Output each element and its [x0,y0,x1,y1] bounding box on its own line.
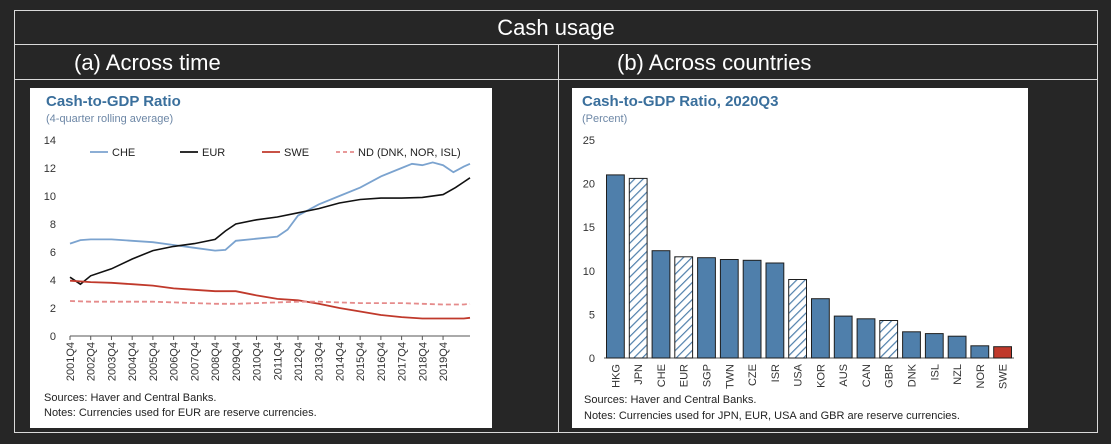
line-x-tick-label: 2002Q4 [86,342,98,381]
bar-gbr [879,320,899,359]
bar-category-label: CAN [861,364,873,387]
bar-nzl [947,335,967,359]
bar-category-label: TWN [724,364,736,389]
bar-chart-subtitle: (Percent) [582,113,627,125]
bar-category-label: NOR [975,364,987,389]
bar-che [651,250,671,359]
series-line-eur [69,177,471,286]
bar-y-tick-label: 25 [583,135,595,147]
line-x-tick-label: 2012Q4 [293,342,305,381]
bar-category-label: SGP [702,364,714,387]
series-line-nd [69,300,471,306]
line-x-tick-label: 2004Q4 [127,342,139,381]
bar-category-label: HKG [610,364,622,388]
bar-category-label: ISL [929,364,941,381]
bar-category-label: AUS [838,364,850,387]
outer-frame [14,10,1098,433]
bar-usa [788,279,807,359]
bar-chart-sources: Sources: Haver and Central Banks. [584,394,756,406]
bar-jpn [628,177,648,359]
line-x-tick-label: 2001Q4 [65,342,77,381]
bar-category-label: EUR [679,364,691,387]
line-chart-panel: Cash-to-GDP Ratio (4-quarter rolling ave… [30,88,492,428]
line-x-tick-label: 2017Q4 [397,342,409,381]
legend-label-che: CHE [112,147,135,159]
bar-chart-notes: Notes: Currencies used for JPN, EUR, USA… [584,410,960,422]
bar-y-tick-label: 15 [583,222,595,234]
bar-category-label: DNK [907,363,919,387]
line-y-tick-label: 14 [44,135,56,147]
bar-y-tick-label: 0 [589,353,595,365]
line-x-tick-label: 2007Q4 [189,342,201,381]
legend-label-swe: SWE [284,147,309,159]
bar-can [856,318,876,359]
panel-divider [558,80,559,433]
line-y-tick-label: 4 [50,275,56,287]
line-x-tick-label: 2003Q4 [106,342,118,381]
line-y-tick-label: 10 [44,191,56,203]
line-y-tick-label: 6 [50,247,56,259]
bar-category-label: CZE [747,364,759,386]
line-x-tick-label: 2013Q4 [314,342,326,381]
line-x-tick-label: 2019Q4 [438,342,450,381]
bar-y-tick-label: 5 [589,309,595,321]
bar-category-label: JPN [633,364,645,385]
line-y-tick-label: 0 [50,331,56,343]
line-x-tick-label: 2010Q4 [252,342,264,381]
line-y-tick-label: 8 [50,219,56,231]
bar-category-label: CHE [656,364,668,387]
bar-swe [993,346,1013,359]
legend-label-nd: ND (DNK, NOR, ISL) [358,147,461,159]
bar-isl [924,333,944,359]
line-x-tick-label: 2018Q4 [417,342,429,381]
page-title: Cash usage [14,10,1098,45]
bar-y-tick-label: 10 [583,266,595,278]
line-x-tick-label: 2009Q4 [231,342,243,381]
bar-category-label: SWE [998,364,1010,389]
bar-sgp [697,257,716,359]
line-x-tick-label: 2014Q4 [334,342,346,381]
bar-category-label: ISR [770,364,782,382]
line-y-tick-label: 2 [50,303,56,315]
bar-category-label: GBR [884,364,896,388]
bar-chart-panel: Cash-to-GDP Ratio, 2020Q3 (Percent) 0 5 10… [572,88,1028,428]
bar-nor [970,345,990,359]
bar-chart: Cash-to-GDP Ratio, 2020Q3 (Percent) 0 5 10… [582,93,1014,422]
bar-hkg [606,174,625,359]
bar-twn [719,259,739,359]
bar-cze [742,259,762,359]
bar-dnk [902,331,921,359]
line-x-tick-label: 2016Q4 [376,342,388,381]
legend-label-eur: EUR [202,147,225,159]
bar-y-tick-label: 20 [583,179,595,191]
bar-category-label: NZL [952,364,964,385]
bar-eur [674,256,694,359]
line-x-tick-label: 2011Q4 [272,342,284,380]
panel-a-heading: (a) Across time [14,45,558,80]
line-chart-sources: Sources: Haver and Central Banks. [44,392,216,404]
bar-aus [833,315,853,359]
line-x-tick-label: 2006Q4 [169,342,181,381]
line-chart: Cash-to-GDP Ratio (4-quarter rolling ave… [44,93,471,419]
bar-category-label: USA [793,363,805,386]
line-y-tick-label: 12 [44,163,56,175]
line-x-tick-label: 2015Q4 [355,342,367,381]
line-x-tick-label: 2008Q4 [210,342,222,381]
bar-category-label: KOR [815,364,827,388]
panel-b-heading: (b) Across countries [558,45,1098,80]
line-chart-subtitle: (4-quarter rolling average) [46,113,173,125]
line-x-tick-label: 2005Q4 [148,342,160,381]
series-line-che [69,161,471,252]
bar-chart-title: Cash-to-GDP Ratio, 2020Q3 [582,93,778,110]
line-chart-title: Cash-to-GDP Ratio [46,93,181,110]
series-line-swe [69,279,471,320]
bar-isr [765,262,785,359]
bar-kor [811,298,830,359]
line-chart-notes: Notes: Currencies used for EUR are reser… [44,407,317,419]
